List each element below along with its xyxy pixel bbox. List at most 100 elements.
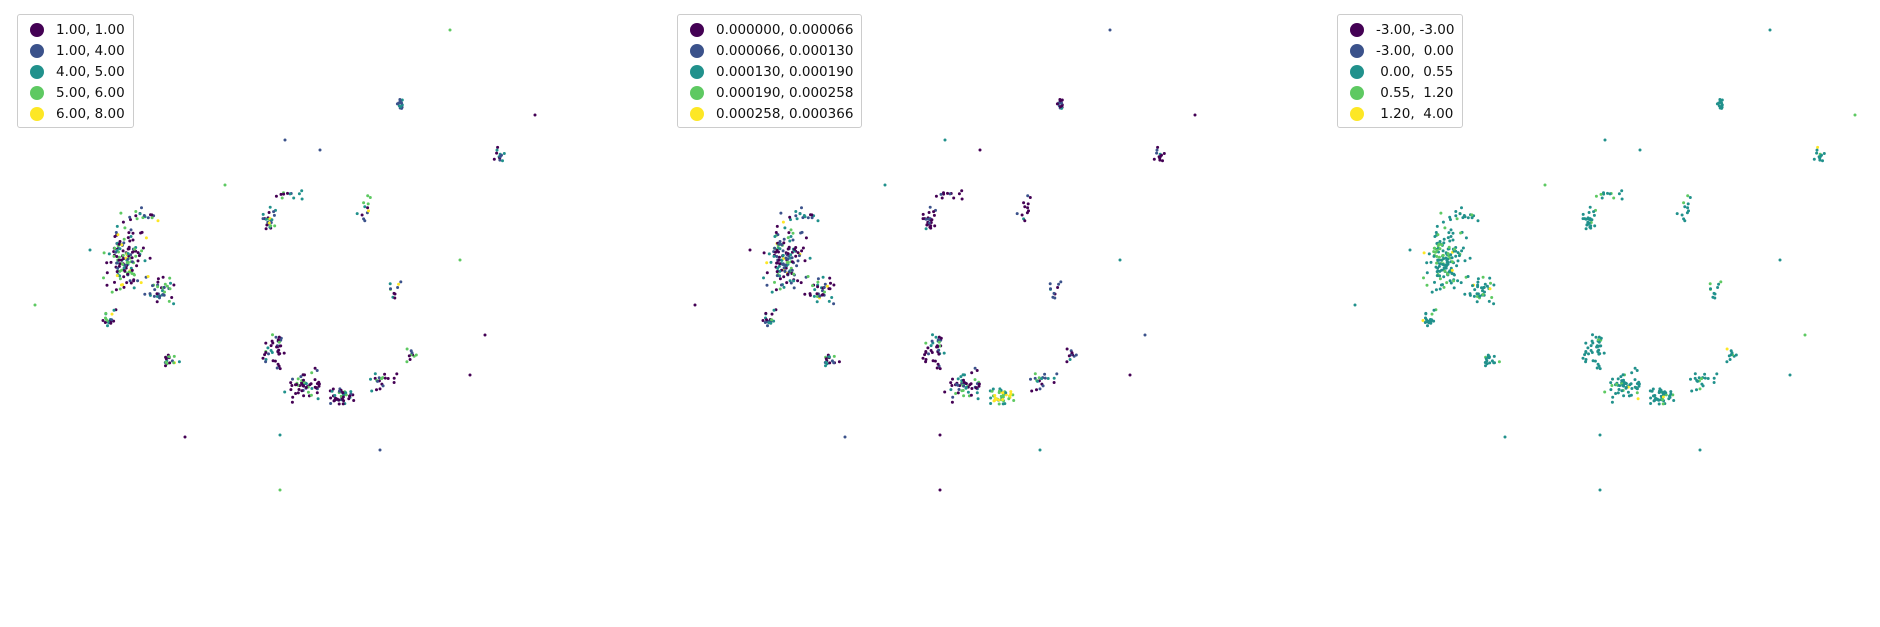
map-point: [1708, 282, 1712, 286]
map-point: [1816, 145, 1820, 149]
map-point: [289, 388, 293, 392]
map-point: [962, 384, 966, 388]
map-point: [122, 275, 126, 279]
map-point: [830, 296, 834, 299]
map-point: [1457, 254, 1461, 258]
map-point: [1453, 247, 1456, 251]
map-point: [1584, 217, 1588, 221]
map-point: [500, 153, 503, 157]
map-point: [1058, 99, 1062, 103]
map-point: [1037, 376, 1041, 380]
map-point: [115, 270, 119, 274]
map-point: [968, 383, 972, 387]
map-point: [796, 279, 800, 283]
map-point: [263, 353, 267, 357]
map-point: [1689, 377, 1692, 381]
map-point: [1638, 148, 1642, 152]
map-point: [770, 318, 774, 322]
map-point: [1650, 389, 1654, 393]
map-point: [1734, 353, 1738, 357]
map-point: [1435, 274, 1439, 278]
map-point: [929, 349, 933, 352]
map-point: [392, 291, 396, 295]
map-point: [177, 360, 181, 364]
map-point: [1611, 377, 1614, 381]
map-point: [373, 372, 377, 376]
map-point: [974, 386, 978, 390]
map-point: [150, 213, 154, 217]
map-point: [964, 385, 968, 389]
map-point: [269, 344, 273, 348]
map-point: [369, 377, 372, 381]
map-point: [337, 398, 341, 402]
map-point: [1440, 243, 1444, 247]
map-point: [1595, 345, 1599, 349]
map-point: [112, 254, 116, 258]
map-point: [291, 395, 295, 399]
map-point: [775, 261, 779, 265]
map-point: [172, 361, 176, 365]
map-point: [105, 283, 109, 287]
map-point: [158, 294, 162, 298]
map-point: [806, 216, 810, 220]
map-point: [1475, 300, 1479, 304]
map-point: [778, 240, 782, 243]
map-point: [1463, 259, 1467, 263]
map-point: [938, 488, 942, 492]
map-point: [164, 360, 168, 364]
map-point: [1446, 252, 1450, 256]
map-point: [788, 239, 792, 243]
map-point: [1425, 283, 1429, 287]
map-point: [414, 353, 418, 357]
legend-label: 1.00, 1.00: [56, 21, 125, 38]
map-point: [765, 271, 769, 275]
map-point: [795, 264, 799, 268]
map-point: [141, 246, 145, 250]
map-point: [448, 28, 452, 32]
map-point: [778, 247, 782, 251]
map-point: [1049, 287, 1052, 291]
map-point: [1617, 192, 1621, 196]
legend-swatch: [690, 43, 704, 58]
map-point: [143, 259, 147, 263]
map-point: [810, 216, 814, 220]
map-point: [121, 262, 125, 266]
map-point: [792, 279, 796, 283]
map-point: [164, 357, 168, 361]
map-point: [183, 435, 187, 439]
map-point: [306, 390, 310, 394]
map-point: [942, 192, 946, 196]
map-point: [1472, 294, 1476, 298]
map-point: [961, 373, 965, 377]
map-point: [1156, 145, 1160, 149]
map-point: [1602, 192, 1606, 196]
map-point: [930, 218, 934, 222]
map-point: [117, 242, 121, 246]
map-point: [172, 354, 176, 358]
map-point: [1475, 292, 1479, 296]
map-point: [748, 248, 752, 252]
map-point: [796, 259, 800, 263]
map-point: [126, 236, 130, 240]
legend-swatch: [1350, 64, 1364, 79]
map-point: [776, 266, 780, 270]
map-point: [782, 275, 786, 279]
map-point: [1599, 192, 1603, 196]
map-point: [1484, 364, 1487, 368]
map-point: [1686, 206, 1690, 210]
map-point: [1672, 399, 1676, 402]
map-point: [779, 211, 783, 215]
map-point: [806, 275, 810, 278]
map-point: [1622, 394, 1626, 398]
map-point: [818, 294, 822, 298]
map-point: [1449, 281, 1453, 285]
map-point: [1434, 250, 1438, 254]
legend-item: 0.000130, 0.000190: [686, 61, 853, 82]
map-point: [1630, 387, 1634, 390]
map-point: [1591, 333, 1594, 337]
map-point: [796, 251, 800, 255]
map-point: [155, 292, 159, 296]
map-point: [946, 191, 949, 195]
map-point: [1152, 157, 1156, 161]
map-point: [282, 351, 286, 355]
